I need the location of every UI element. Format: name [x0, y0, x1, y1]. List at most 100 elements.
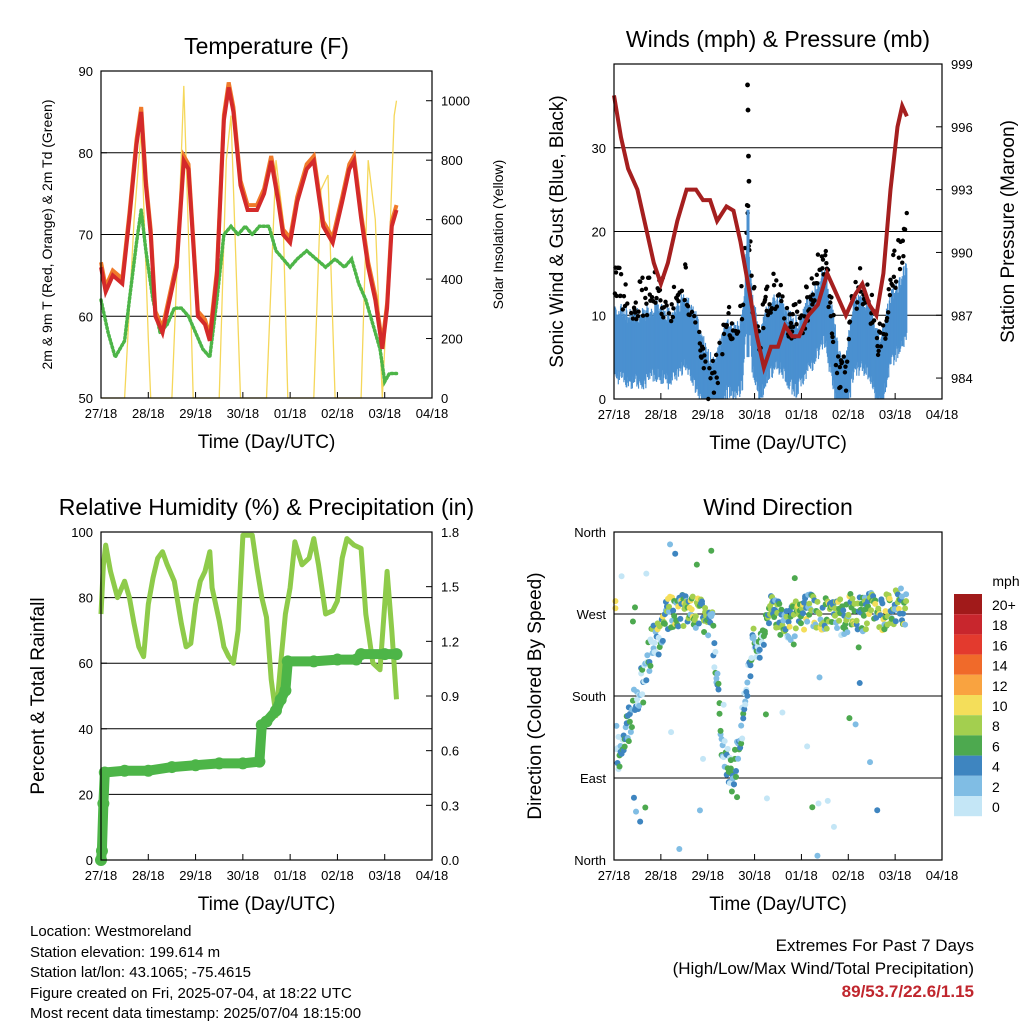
direction-point: [886, 595, 893, 602]
winds-pressure-panel: 0 10 20 30 984 987 990 993 996 999 27/18 28/18 29/18…: [547, 26, 1019, 454]
gust-point: [901, 253, 906, 259]
gust-point: [829, 295, 834, 300]
direction-point: [902, 621, 909, 628]
x-tick-label: 27/18: [598, 407, 631, 422]
direction-point: [738, 722, 745, 729]
gust-point: [617, 265, 622, 271]
x-axis-label: Time (Day/UTC): [709, 894, 847, 915]
gust-point: [707, 365, 712, 371]
x-tick-label: 30/18: [227, 868, 260, 883]
direction-point: [672, 550, 679, 557]
y2-tick-label: 0.0: [441, 853, 459, 868]
x-tick-label: 29/18: [691, 407, 724, 422]
gust-point: [892, 248, 897, 253]
legend-title: mph: [992, 573, 1019, 589]
y2-tick-label: 993: [951, 183, 973, 198]
gust-point: [726, 311, 731, 316]
plot-frame: [613, 63, 943, 400]
y2-tick-label: 600: [441, 213, 463, 228]
gust-point: [765, 284, 770, 289]
direction-point: [823, 625, 830, 632]
gust-point: [708, 376, 713, 381]
gust-point: [790, 311, 795, 317]
direction-point: [671, 612, 678, 619]
direction-scatter: [612, 541, 910, 859]
y2-axis-label: Solar Insolation (Yellow): [490, 160, 506, 310]
gust-point: [794, 309, 800, 314]
legend-swatch: [954, 634, 982, 655]
gust-point: [715, 380, 721, 386]
gust-point: [638, 279, 643, 284]
direction-point: [700, 755, 707, 762]
dewpoint-line: [99, 209, 399, 387]
gust-point: [657, 287, 663, 293]
gust-point: [669, 302, 674, 307]
gust-point: [713, 352, 719, 358]
rh-line: [98, 532, 399, 719]
gust-point: [820, 257, 826, 262]
direction-point: [744, 692, 751, 699]
gust-point: [745, 82, 750, 88]
direction-point: [856, 680, 863, 687]
direction-point: [730, 781, 737, 788]
gust-point: [897, 266, 903, 272]
gust-point: [826, 304, 831, 310]
legend-swatch: [954, 674, 982, 695]
gust-point: [640, 313, 646, 318]
direction-point: [661, 620, 668, 627]
gust-point: [630, 316, 636, 321]
gust-point: [654, 295, 659, 301]
gust-point: [833, 362, 839, 368]
gust-point: [831, 312, 836, 318]
direction-point: [791, 633, 798, 640]
gust-point: [797, 299, 802, 304]
direction-point: [640, 699, 647, 706]
x-tick-label: 01/18: [785, 407, 818, 422]
direction-point: [863, 620, 870, 627]
y2-tick-label: 0.6: [441, 744, 459, 759]
elevation-text: Station elevation: 199.614 m: [30, 943, 221, 961]
extremes-box: Extremes For Past 7 Days (High/Low/Max W…: [673, 934, 974, 1003]
legend-swatch: [954, 755, 982, 776]
direction-point: [778, 606, 785, 613]
gust-point: [623, 282, 628, 287]
gust-point: [687, 312, 692, 318]
gust-point: [891, 252, 896, 258]
direction-point: [809, 804, 816, 811]
direction-point: [750, 625, 757, 632]
gust-point: [745, 107, 751, 113]
direction-point: [791, 575, 798, 582]
gust-point: [644, 301, 649, 306]
direction-point: [717, 727, 724, 734]
gust-point: [771, 283, 777, 288]
gust-point: [886, 310, 891, 315]
direction-point: [741, 706, 748, 713]
gust-point: [880, 323, 886, 328]
direction-point: [786, 623, 793, 630]
precip-point: [142, 764, 155, 777]
y-tick-label: 0: [599, 392, 606, 407]
y2-axis-label: Station Pressure (Maroon): [998, 120, 1019, 343]
direction-point: [629, 618, 636, 625]
direction-point: [709, 610, 716, 617]
y-tick-label: 80: [79, 146, 93, 161]
direction-point: [874, 807, 881, 814]
gust-point: [618, 293, 623, 299]
direction-point: [633, 808, 640, 815]
gust-point: [812, 298, 817, 303]
direction-point: [785, 618, 792, 625]
y2-tick-label: 400: [441, 272, 463, 287]
direction-point: [666, 603, 673, 610]
y2-tick-label: 999: [951, 57, 973, 72]
direction-point: [643, 570, 650, 577]
direction-point: [642, 804, 649, 811]
direction-point: [612, 598, 619, 605]
direction-point: [847, 590, 854, 597]
direction-point: [776, 600, 783, 607]
precip-line: [96, 649, 402, 865]
gust-point: [878, 330, 883, 335]
plot-frame: [613, 531, 943, 861]
gust-point: [828, 300, 833, 305]
temp-2m-line: [99, 87, 399, 350]
